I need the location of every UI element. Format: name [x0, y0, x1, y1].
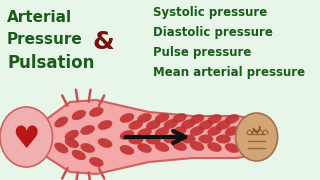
Circle shape: [0, 107, 52, 167]
Ellipse shape: [120, 130, 134, 140]
Ellipse shape: [137, 128, 152, 138]
Ellipse shape: [54, 143, 68, 153]
Ellipse shape: [54, 117, 68, 127]
Ellipse shape: [89, 157, 104, 167]
Text: Pulse pressure: Pulse pressure: [153, 46, 252, 59]
Ellipse shape: [225, 126, 239, 136]
Ellipse shape: [137, 143, 152, 153]
Ellipse shape: [190, 126, 204, 136]
Text: Pressure: Pressure: [7, 32, 83, 47]
Ellipse shape: [72, 110, 86, 120]
Ellipse shape: [190, 141, 204, 151]
Ellipse shape: [164, 119, 178, 129]
Ellipse shape: [172, 126, 187, 136]
Ellipse shape: [198, 134, 213, 143]
Ellipse shape: [129, 120, 143, 130]
Ellipse shape: [172, 113, 187, 123]
Ellipse shape: [72, 150, 86, 160]
Ellipse shape: [155, 113, 169, 123]
Ellipse shape: [80, 125, 95, 135]
Ellipse shape: [190, 114, 204, 124]
Ellipse shape: [225, 114, 239, 124]
Ellipse shape: [146, 136, 161, 145]
Text: &: &: [92, 30, 114, 54]
Ellipse shape: [89, 107, 104, 117]
Ellipse shape: [207, 142, 222, 152]
Ellipse shape: [172, 141, 187, 151]
Ellipse shape: [120, 145, 134, 155]
Ellipse shape: [137, 113, 152, 123]
Ellipse shape: [216, 134, 231, 143]
Ellipse shape: [120, 113, 134, 123]
Ellipse shape: [155, 142, 169, 152]
Text: Systolic pressure: Systolic pressure: [153, 6, 268, 19]
Ellipse shape: [65, 138, 79, 148]
Ellipse shape: [207, 126, 222, 136]
Ellipse shape: [163, 134, 178, 143]
Text: ♥: ♥: [12, 125, 40, 154]
Text: Diastolic pressure: Diastolic pressure: [153, 26, 273, 39]
Ellipse shape: [155, 127, 169, 137]
Ellipse shape: [181, 119, 196, 129]
Ellipse shape: [146, 120, 161, 130]
Text: Pulsation: Pulsation: [7, 54, 94, 72]
Ellipse shape: [128, 136, 143, 145]
Ellipse shape: [181, 134, 196, 143]
Ellipse shape: [98, 138, 112, 148]
Ellipse shape: [216, 120, 231, 130]
Text: Mean arterial pressure: Mean arterial pressure: [153, 66, 305, 79]
Ellipse shape: [98, 120, 112, 130]
Ellipse shape: [65, 130, 79, 140]
Ellipse shape: [225, 143, 239, 153]
Circle shape: [236, 113, 278, 161]
Polygon shape: [26, 100, 250, 174]
Ellipse shape: [207, 114, 222, 124]
Ellipse shape: [198, 120, 213, 130]
Text: Arterial: Arterial: [7, 10, 72, 25]
Ellipse shape: [80, 143, 95, 153]
